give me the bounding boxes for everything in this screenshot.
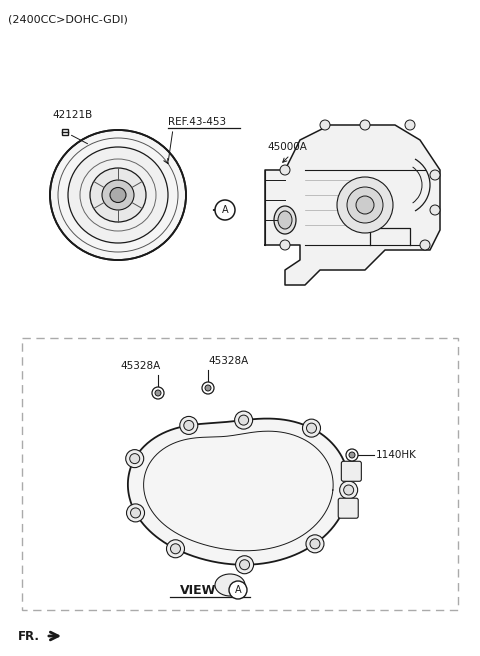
Circle shape — [340, 481, 358, 499]
Circle shape — [346, 449, 358, 461]
Polygon shape — [265, 125, 440, 285]
Circle shape — [184, 420, 194, 430]
Ellipse shape — [68, 147, 168, 243]
Text: (2400CC>DOHC-GDI): (2400CC>DOHC-GDI) — [8, 14, 128, 24]
Circle shape — [235, 411, 252, 429]
Circle shape — [131, 508, 141, 518]
Text: 42121B: 42121B — [52, 110, 92, 120]
Circle shape — [239, 415, 249, 425]
Circle shape — [152, 387, 164, 399]
Circle shape — [307, 423, 316, 433]
Circle shape — [306, 535, 324, 553]
Circle shape — [127, 504, 144, 522]
Ellipse shape — [215, 574, 245, 596]
Ellipse shape — [102, 180, 134, 210]
Circle shape — [215, 200, 235, 220]
Circle shape — [205, 385, 211, 391]
Ellipse shape — [110, 188, 126, 203]
Text: 1140HK: 1140HK — [376, 450, 417, 460]
Circle shape — [430, 205, 440, 215]
Ellipse shape — [278, 211, 292, 229]
Polygon shape — [128, 419, 349, 565]
Circle shape — [337, 177, 393, 233]
Ellipse shape — [274, 206, 296, 234]
Circle shape — [344, 485, 354, 495]
FancyArrowPatch shape — [49, 632, 58, 640]
Ellipse shape — [50, 130, 186, 260]
Text: REF.43-453: REF.43-453 — [168, 117, 226, 127]
Circle shape — [170, 544, 180, 554]
Circle shape — [180, 417, 198, 434]
Circle shape — [430, 170, 440, 180]
Circle shape — [420, 240, 430, 250]
Circle shape — [240, 560, 250, 570]
Ellipse shape — [90, 168, 146, 222]
Text: VIEW: VIEW — [180, 583, 216, 596]
Circle shape — [356, 196, 374, 214]
Circle shape — [360, 120, 370, 130]
Circle shape — [349, 452, 355, 458]
Text: 45328A: 45328A — [120, 361, 160, 371]
Circle shape — [126, 449, 144, 468]
FancyBboxPatch shape — [338, 498, 358, 518]
Circle shape — [229, 581, 247, 599]
Text: A: A — [235, 585, 241, 595]
Text: A: A — [222, 205, 228, 215]
Circle shape — [310, 539, 320, 549]
Circle shape — [202, 382, 214, 394]
Circle shape — [280, 240, 290, 250]
Circle shape — [130, 453, 140, 464]
Circle shape — [302, 419, 321, 437]
Text: FR.: FR. — [18, 630, 40, 642]
Text: 45000A: 45000A — [267, 142, 307, 152]
Text: 45328A: 45328A — [208, 356, 248, 366]
FancyBboxPatch shape — [341, 461, 361, 482]
Circle shape — [280, 165, 290, 175]
Circle shape — [236, 556, 253, 574]
Circle shape — [405, 120, 415, 130]
Circle shape — [320, 120, 330, 130]
Circle shape — [167, 540, 184, 558]
Circle shape — [347, 187, 383, 223]
Circle shape — [155, 390, 161, 396]
